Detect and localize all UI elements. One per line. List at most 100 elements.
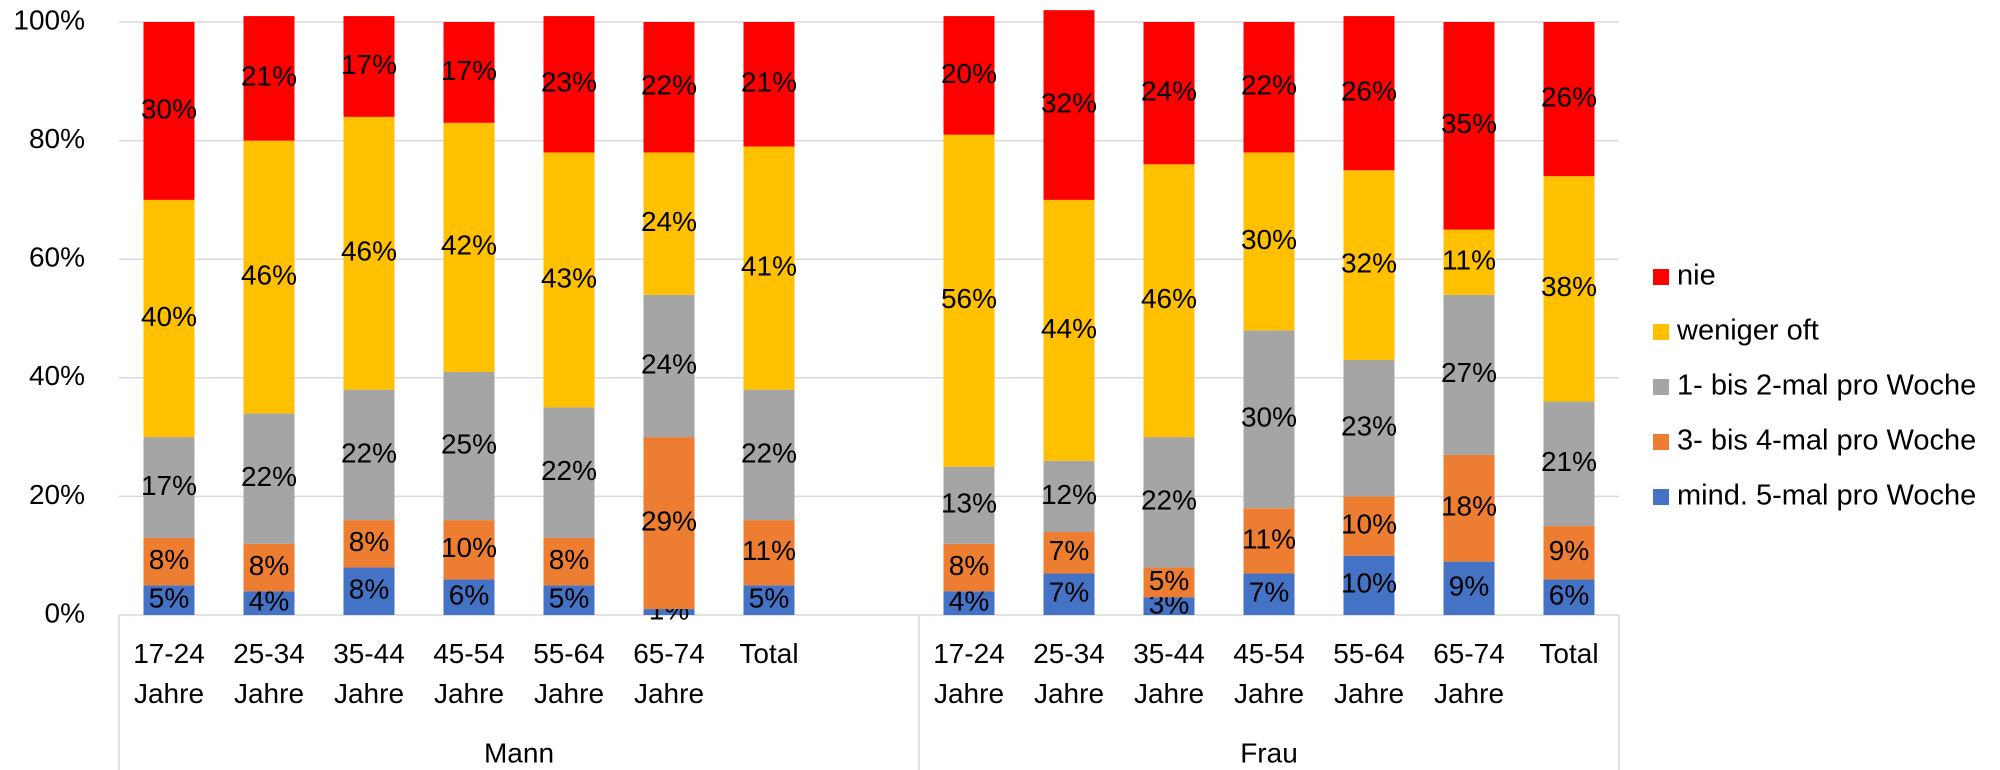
legend-swatch <box>1653 379 1669 395</box>
bar-segment <box>643 609 695 615</box>
data-label: 7% <box>1049 535 1089 566</box>
data-label: 8% <box>349 526 389 557</box>
x-tick-label: 25-34 Jahre <box>1033 638 1105 709</box>
bar-segment <box>243 140 295 414</box>
bar-segment <box>243 591 295 615</box>
group-label: Mann <box>484 737 554 768</box>
data-label: 22% <box>641 70 697 101</box>
bar-segment <box>1143 567 1195 598</box>
bar-segment <box>743 146 795 390</box>
bar-segment <box>1043 531 1095 574</box>
bar-segment <box>1043 573 1095 615</box>
data-label: 22% <box>241 461 297 492</box>
data-label: 27% <box>1441 357 1497 388</box>
data-label: 11% <box>1442 245 1496 276</box>
bar-segment <box>743 22 795 147</box>
bar-segment <box>1243 152 1295 331</box>
bar-segment <box>943 134 995 467</box>
bar-segment <box>543 407 595 538</box>
data-label: 46% <box>341 236 397 267</box>
data-label: 40% <box>141 301 197 332</box>
data-label: 43% <box>541 262 597 293</box>
bar-segment <box>1543 579 1595 615</box>
data-label: 5% <box>749 583 789 614</box>
data-label: 46% <box>1141 283 1197 314</box>
bar-segment <box>1243 22 1295 153</box>
data-label: 23% <box>541 67 597 98</box>
x-tick-label: 35-44 Jahre <box>333 638 405 709</box>
data-label: 20% <box>941 58 997 89</box>
data-label: 9% <box>1449 571 1489 602</box>
bar-segment <box>1443 22 1495 230</box>
legend-label: 1- bis 2-mal pro Woche <box>1677 370 1976 402</box>
data-label: 17% <box>141 470 197 501</box>
data-label: 18% <box>1441 491 1497 522</box>
data-label: 12% <box>1041 479 1097 510</box>
bar-segment <box>443 520 495 580</box>
data-label: 26% <box>1541 81 1597 112</box>
data-label: 56% <box>941 283 997 314</box>
data-label: 8% <box>949 550 989 581</box>
data-label: 42% <box>441 230 497 261</box>
data-label: 5% <box>149 583 189 614</box>
data-label: 10% <box>1341 508 1397 539</box>
bar-segment <box>143 22 195 200</box>
bar-segment <box>443 371 495 521</box>
data-label: 22% <box>741 437 797 468</box>
data-label: 11% <box>742 535 796 566</box>
bar-segment <box>1243 508 1295 574</box>
bar-segment <box>1543 526 1595 580</box>
bar-segment <box>1243 573 1295 615</box>
data-label: 5% <box>549 583 589 614</box>
bar-segment <box>243 16 295 141</box>
data-label: 10% <box>441 532 497 563</box>
bar-segment <box>1543 176 1595 402</box>
data-label: 8% <box>249 550 289 581</box>
bar-segment <box>1443 561 1495 615</box>
bar-segment <box>1243 330 1295 509</box>
bar-segment <box>343 116 395 390</box>
data-label: 11% <box>1242 523 1296 554</box>
data-label: 22% <box>541 455 597 486</box>
bar-segment <box>743 520 795 586</box>
bar-segment <box>943 466 995 544</box>
bar-segment <box>1343 360 1395 497</box>
bar-segment <box>1343 16 1395 171</box>
data-label: 7% <box>1049 577 1089 608</box>
y-tick-label: 80% <box>29 123 85 154</box>
x-tick-label: 65-74 Jahre <box>1433 638 1505 709</box>
bar-segment <box>443 579 495 615</box>
bar-segment <box>443 22 495 123</box>
bar-segment <box>543 16 595 153</box>
data-label: 21% <box>741 67 797 98</box>
bar-segment <box>1343 496 1395 556</box>
bar-segment <box>943 16 995 135</box>
y-tick-label: 100% <box>13 4 85 35</box>
y-tick-label: 60% <box>29 242 85 273</box>
data-label: 17% <box>341 49 397 80</box>
data-label: 22% <box>1241 70 1297 101</box>
data-label: 8% <box>349 574 389 605</box>
legend-swatch <box>1653 324 1669 340</box>
y-tick-label: 40% <box>29 360 85 391</box>
bar-segment <box>943 591 995 615</box>
data-label: 10% <box>1341 568 1397 599</box>
data-label: 7% <box>1249 577 1289 608</box>
data-label: 24% <box>641 206 697 237</box>
bar-segment <box>1343 555 1395 615</box>
data-label: 24% <box>1141 76 1197 107</box>
data-label: 22% <box>341 437 397 468</box>
y-tick-label: 20% <box>29 479 85 510</box>
bar-segment <box>1343 170 1395 361</box>
legend-label: mind. 5-mal pro Woche <box>1677 480 1976 512</box>
bar-segment <box>543 537 595 586</box>
data-label: 44% <box>1041 313 1097 344</box>
bar-segment <box>1143 164 1195 438</box>
data-label: 5% <box>1149 565 1189 596</box>
bar-segment <box>1143 437 1195 568</box>
data-label: 25% <box>441 428 497 459</box>
x-tick-label: 17-24 Jahre <box>933 638 1005 709</box>
bar-segment <box>343 520 395 568</box>
data-label: 22% <box>1141 485 1197 516</box>
